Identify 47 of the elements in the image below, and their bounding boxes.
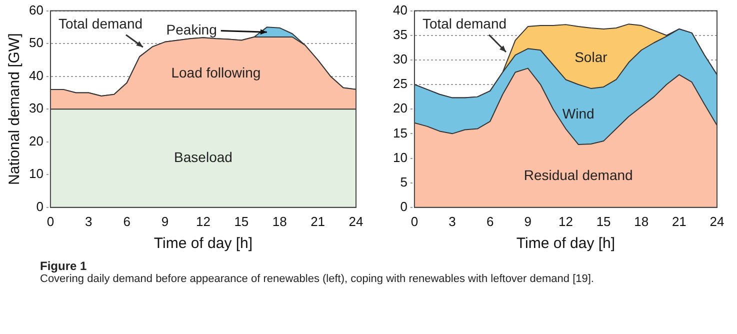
y-tick-label: 40 [392, 2, 408, 18]
x-tick-label: 3 [448, 214, 456, 229]
annotation: Total demand [58, 16, 143, 32]
x-tick-label: 12 [196, 214, 210, 229]
y-tick-label: 0 [36, 198, 44, 214]
x-tick-label: 21 [310, 214, 326, 229]
y-tick-label: 35 [392, 26, 408, 42]
series-label: Load following [171, 64, 261, 81]
y-tick-label: 40 [28, 68, 44, 83]
x-tick-label: 3 [85, 214, 92, 229]
x-tick-label: 18 [272, 214, 287, 229]
y-tick-label: 5 [400, 174, 408, 190]
series-label: Wind [562, 105, 594, 122]
y-tick-label: 0 [400, 198, 408, 214]
y-axis-title: National demand [GW] [6, 33, 24, 185]
y-tick-label: 30 [28, 100, 44, 116]
y-tick-label: 20 [28, 133, 44, 148]
y-tick-label: 25 [392, 76, 408, 92]
y-tick-label: 20 [392, 100, 408, 116]
x-tick-label: 15 [596, 214, 611, 229]
y-tick-label: 50 [28, 35, 44, 50]
x-tick-label: 6 [486, 214, 494, 229]
x-tick-label: 24 [710, 214, 724, 229]
y-tick-label: 30 [392, 52, 408, 67]
series-label: Baseload [174, 149, 232, 166]
x-tick-label: 12 [558, 214, 573, 229]
x-tick-label: 6 [123, 214, 130, 229]
x-tick-label: 21 [672, 214, 686, 229]
annotation: Total demand [422, 16, 507, 32]
y-tick-label: 10 [392, 150, 408, 165]
x-tick-label: 0 [46, 214, 54, 229]
y-tick-label: 60 [28, 2, 44, 18]
series-label: Solar [574, 49, 608, 66]
x-axis-title: Time of day [h] [516, 235, 616, 252]
x-tick-label: 15 [234, 214, 249, 229]
y-tick-label: 15 [392, 125, 408, 140]
series-label: Residual demand [524, 166, 633, 183]
x-axis-title: Time of day [h] [154, 235, 253, 252]
y-tick-label: 10 [28, 166, 44, 182]
series-label: Peaking [166, 22, 217, 38]
x-tick-label: 9 [161, 214, 169, 229]
x-tick-label: 9 [524, 214, 532, 229]
caption: Figure 1 [40, 259, 88, 273]
x-tick-label: 24 [348, 214, 364, 229]
text: Covering daily demand before appearance of renewables (left), coping with renewables with leftover demand [19]. [40, 273, 595, 285]
x-tick-label: 18 [634, 214, 649, 229]
x-tick-label: 0 [410, 214, 418, 229]
